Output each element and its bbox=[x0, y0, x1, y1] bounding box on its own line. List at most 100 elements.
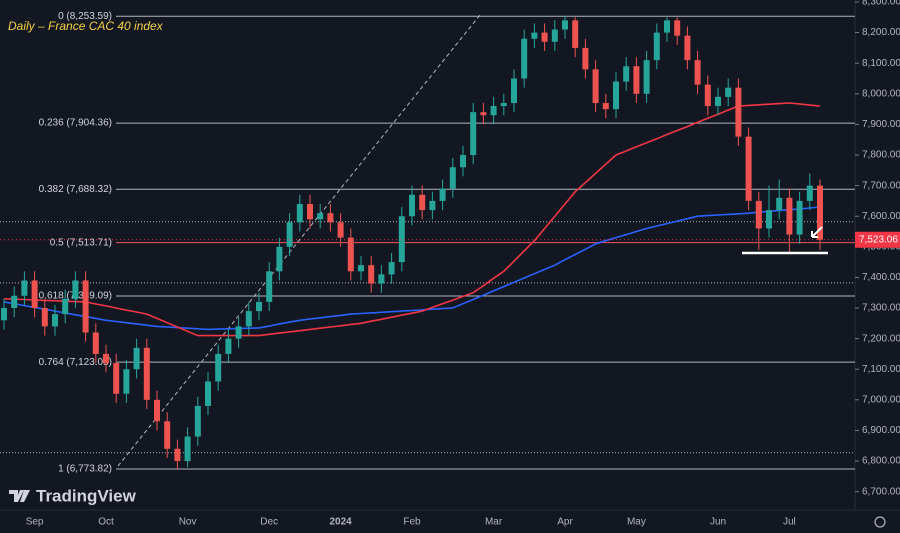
candle-body bbox=[52, 314, 58, 327]
candle-body bbox=[582, 47, 589, 70]
y-tick-label: 6,700.00 bbox=[862, 486, 900, 497]
x-tick-label: Jun bbox=[710, 517, 726, 528]
candle-body bbox=[123, 369, 130, 394]
candle-body bbox=[776, 197, 783, 211]
candle-body bbox=[643, 60, 650, 94]
y-tick-label: 7,200.00 bbox=[862, 333, 900, 344]
candle-body bbox=[368, 265, 375, 284]
candle-body bbox=[327, 213, 334, 223]
y-tick-label: 8,000.00 bbox=[862, 88, 900, 99]
candle-body bbox=[562, 20, 568, 30]
y-tick-label: 7,400.00 bbox=[862, 272, 900, 283]
candle-body bbox=[113, 363, 120, 394]
candle-body bbox=[133, 347, 140, 370]
fib-label: 0.236 (7,904.36) bbox=[39, 118, 112, 129]
candle-body bbox=[92, 332, 99, 354]
candle-body bbox=[184, 436, 191, 462]
candle-body bbox=[358, 265, 364, 272]
x-tick-label: Nov bbox=[179, 517, 197, 528]
last-price-label: 7,523.06 bbox=[859, 234, 898, 245]
candle-body bbox=[194, 405, 201, 437]
candle-body bbox=[490, 106, 497, 116]
candle-body bbox=[307, 203, 313, 220]
candle-body bbox=[388, 262, 395, 275]
candle-body bbox=[480, 112, 487, 116]
candle-body bbox=[276, 246, 283, 272]
y-tick-label: 8,300.00 bbox=[862, 0, 900, 8]
candle-body bbox=[235, 326, 242, 339]
plot: 0 (8,253.59) 0.236 (7,904.36) 0.382 (7,688… bbox=[0, 11, 855, 475]
logo-mark bbox=[9, 490, 30, 502]
fib-label: 0.5 (7,513.71) bbox=[50, 237, 112, 248]
candle-body bbox=[511, 78, 517, 103]
x-tick-label: Feb bbox=[403, 517, 421, 528]
candle-body bbox=[82, 280, 89, 333]
logo-text: TradingView bbox=[36, 486, 137, 505]
candle-body bbox=[704, 84, 711, 107]
candle-body bbox=[1, 308, 7, 321]
candle-body bbox=[613, 81, 619, 110]
candle-body bbox=[256, 301, 262, 312]
chart-title: Daily – France CAC 40 index bbox=[8, 19, 164, 33]
y-tick-label: 7,800.00 bbox=[862, 150, 900, 161]
x-tick-label: Dec bbox=[260, 517, 278, 528]
candle-body bbox=[286, 222, 293, 247]
y-tick-label: 8,200.00 bbox=[862, 27, 900, 38]
y-tick-label: 8,100.00 bbox=[862, 58, 900, 69]
candle-body bbox=[674, 20, 681, 36]
candle-body bbox=[439, 188, 446, 201]
candle-body bbox=[664, 20, 670, 33]
candle-body bbox=[103, 353, 109, 364]
candle-body bbox=[806, 185, 813, 201]
candle-body bbox=[551, 29, 558, 42]
y-tick-label: 7,300.00 bbox=[862, 303, 900, 314]
candle-body bbox=[398, 216, 405, 263]
candle-body bbox=[41, 308, 48, 327]
candle-body bbox=[735, 87, 742, 137]
candle-body bbox=[725, 87, 732, 97]
candle-body bbox=[592, 69, 599, 103]
y-tick-label: 7,000.00 bbox=[862, 394, 900, 405]
y-tick-label: 7,100.00 bbox=[862, 364, 900, 375]
candle-body bbox=[766, 210, 772, 229]
candle-body bbox=[174, 448, 181, 462]
fib-label: 0 (8,253.59) bbox=[58, 11, 112, 22]
candle-body bbox=[817, 185, 823, 240]
candle-body bbox=[72, 280, 79, 299]
y-tick-label: 7,700.00 bbox=[862, 180, 900, 191]
candle-body bbox=[521, 38, 528, 79]
y-tick-label: 6,800.00 bbox=[862, 456, 900, 467]
candle-body bbox=[694, 60, 701, 85]
candle-body bbox=[470, 112, 477, 156]
candle-body bbox=[755, 200, 762, 229]
x-tick-label: Sep bbox=[26, 517, 44, 528]
x-tick-label: May bbox=[627, 517, 646, 528]
candle-body bbox=[684, 35, 691, 61]
candle-body bbox=[337, 222, 344, 238]
candle-body bbox=[460, 155, 466, 168]
candle-body bbox=[429, 200, 436, 211]
y-tick-label: 6,900.00 bbox=[862, 425, 900, 436]
y-tick-label: 7,600.00 bbox=[862, 211, 900, 222]
candle-body bbox=[378, 274, 385, 284]
x-tick-label: Mar bbox=[485, 517, 503, 528]
fib-label: 1 (6,773.82) bbox=[58, 464, 112, 475]
candle-body bbox=[215, 353, 222, 382]
candle-body bbox=[317, 213, 324, 220]
x-tick-label: 2024 bbox=[329, 517, 352, 528]
x-tick-label: Jul bbox=[783, 517, 796, 528]
candle-body bbox=[31, 280, 38, 309]
trendline bbox=[117, 14, 481, 467]
candle-body bbox=[205, 381, 211, 406]
settings-icon[interactable] bbox=[874, 516, 886, 528]
candle-body bbox=[266, 271, 273, 302]
arrow-annotation bbox=[811, 226, 823, 238]
candle-body bbox=[296, 203, 303, 223]
fib-label: 0.764 (7,123.05) bbox=[39, 357, 112, 368]
candle-body bbox=[541, 32, 548, 42]
candle-body bbox=[602, 102, 609, 110]
candle-body bbox=[143, 347, 150, 400]
candle-body bbox=[62, 298, 69, 315]
